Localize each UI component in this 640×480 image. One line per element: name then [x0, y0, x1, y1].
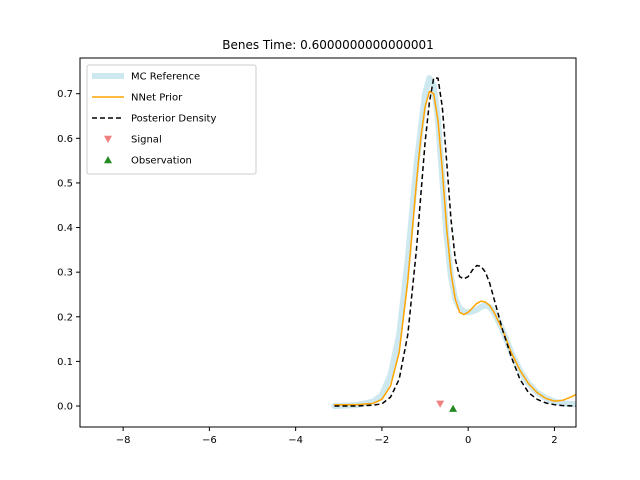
x-tick-label: −4: [288, 435, 303, 446]
y-tick-label: 0.1: [57, 357, 73, 368]
x-tick-label: −2: [375, 435, 390, 446]
x-tick-label: −8: [116, 435, 131, 446]
marker-observation: [449, 404, 458, 412]
marker-signal: [436, 400, 445, 408]
x-tick-label: 2: [551, 435, 557, 446]
legend-label: Signal: [131, 135, 162, 146]
marker-layer: [436, 400, 458, 412]
legend-label: MC Reference: [131, 72, 200, 83]
series-layer: [331, 75, 576, 410]
chart-title: Benes Time: 0.6000000000000001: [222, 38, 434, 52]
y-axis: 0.0 0.1 0.2 0.3 0.4 0.5 0.6 0.7: [57, 89, 80, 413]
legend-label: Observation: [131, 156, 192, 167]
legend: MC Reference NNet Prior Posterior Density S…: [86, 64, 257, 175]
plot-frame: [79, 57, 577, 428]
legend-swatch-signal: [104, 135, 112, 143]
x-axis: −8 −6 −4 −2 0 2: [116, 427, 558, 446]
y-tick-label: 0.6: [57, 134, 73, 145]
legend-label: NNet Prior: [131, 93, 183, 104]
series-line-nnet-prior: [333, 90, 576, 406]
series-line-posterior-density: [334, 77, 576, 407]
y-tick-label: 0.2: [57, 312, 73, 323]
legend-swatch-observation: [104, 156, 112, 164]
legend-box: [86, 64, 257, 175]
legend-label: Posterior Density: [131, 114, 216, 125]
y-tick-label: 0.0: [57, 402, 73, 413]
y-tick-label: 0.4: [57, 223, 73, 234]
plot-area: [79, 57, 577, 428]
x-tick-label: −6: [202, 435, 217, 446]
y-tick-label: 0.5: [57, 178, 73, 189]
y-tick-label: 0.3: [57, 268, 73, 279]
x-tick-label: 0: [465, 435, 471, 446]
y-tick-label: 0.7: [57, 89, 73, 100]
